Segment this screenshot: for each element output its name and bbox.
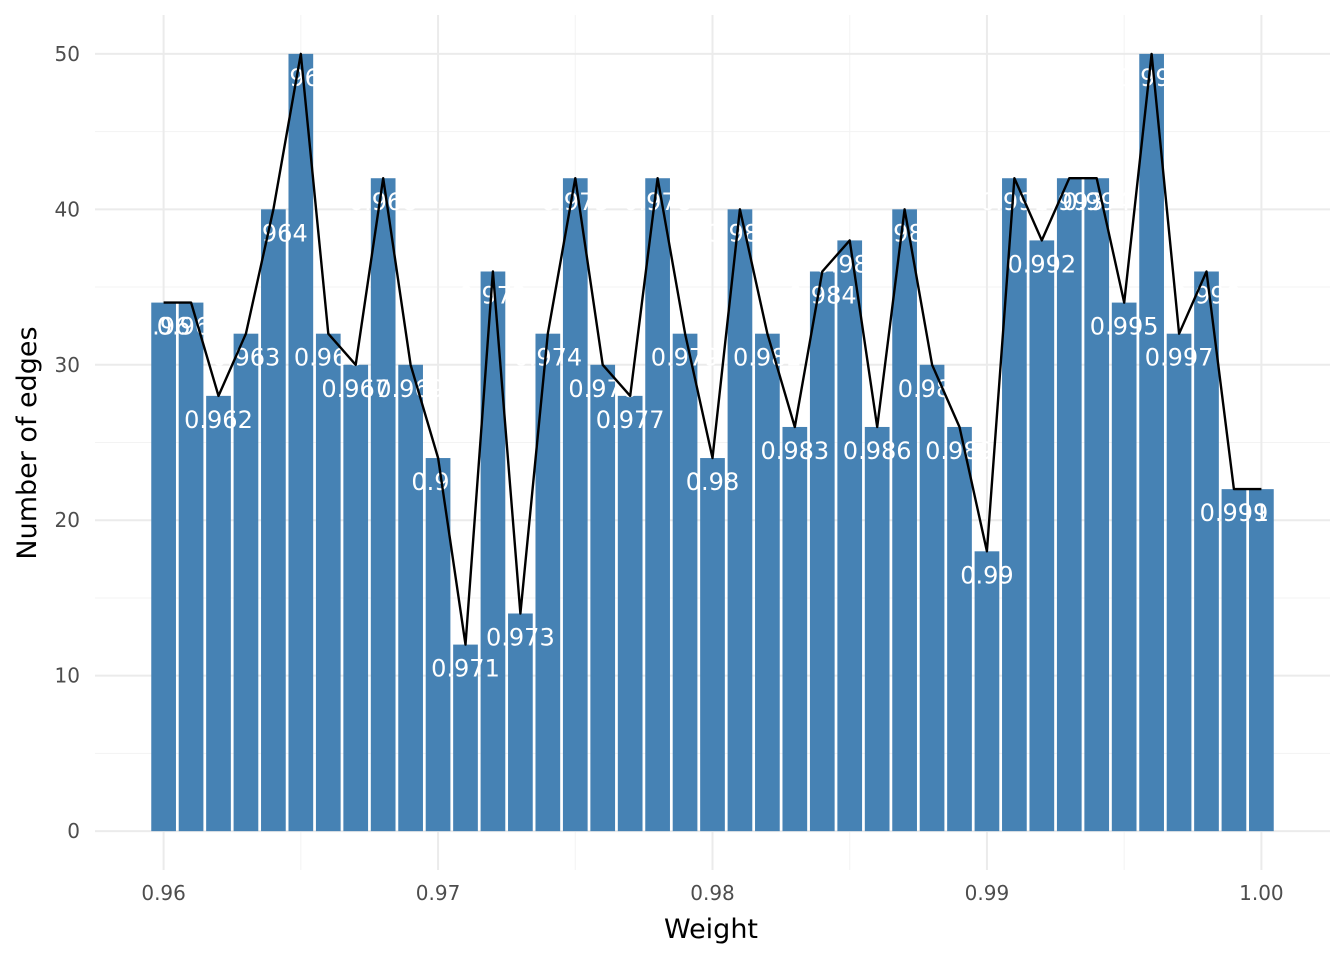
y-tick-label: 50 [55,42,80,66]
bar-label: 0.996 [1117,64,1186,92]
bar-label: 0.993 [1035,188,1104,216]
bar [480,271,506,832]
bar-label: 1 [1254,499,1269,527]
bar [343,364,369,832]
bar [1194,271,1219,832]
bar [206,395,231,832]
bar [1056,178,1082,832]
bar [151,302,176,832]
bar-label: 0.97 [411,468,464,496]
bar [782,426,808,832]
bar-label: 0.988 [898,375,967,403]
bar-label: 0.966 [294,344,363,372]
bar [727,209,753,832]
y-tick-label: 20 [55,508,80,532]
x-tick-label: 0.96 [141,881,186,905]
bar [453,644,478,832]
bar [1221,489,1247,832]
bar-label: 0.965 [266,64,335,92]
bar [919,364,945,832]
bar [864,426,890,832]
bar [508,613,533,832]
bar [562,178,588,832]
x-tick-label: 1.00 [1239,881,1284,905]
trend-line [163,52,1262,646]
x-axis-title: Weight [664,914,758,945]
bar [1029,240,1055,832]
y-tick-label: 10 [55,664,80,688]
bar-label: 0.975 [541,188,610,216]
bar [617,395,643,832]
bar [288,53,314,832]
bars [151,53,1274,832]
bar-label: 0.971 [431,655,500,683]
bar [892,209,917,832]
bar [233,333,259,832]
bar [974,551,1000,832]
y-tick-label: 40 [55,197,80,221]
y-tick-label: 30 [55,353,80,377]
bar [837,240,863,832]
bar-label: 0.997 [1145,344,1214,372]
bar-label: 0.979 [651,344,720,372]
bar-label: 0.995 [1090,313,1159,341]
bar-label: 0.964 [239,219,308,247]
bar-label: 0.973 [486,624,555,652]
bar [261,209,286,832]
bar [947,426,972,832]
bar [645,178,670,832]
bar-label: 0.977 [596,406,665,434]
x-tick-label: 0.98 [690,881,735,905]
bar-label: 0.96 [137,313,190,341]
bar-label: 0.962 [184,406,253,434]
bar-label: 0.981 [706,219,775,247]
bar-label: 0.982 [733,344,802,372]
bar [1139,53,1164,832]
bar [370,178,396,832]
bar-label: 0.963 [212,344,281,372]
bar-labels: 0.960.9610.9620.9630.9640.9650.9660.9670… [137,64,1269,683]
bar-label: 0.976 [568,375,637,403]
bar [178,302,204,832]
bar-label: 0.994 [1062,188,1131,216]
bar-label: 0.987 [870,219,939,247]
bar-label: 0.985 [815,250,884,278]
bar-label: 0.99 [960,561,1013,589]
bar [1166,333,1192,832]
bar [809,271,835,832]
bar-label: 0.998 [1172,282,1241,310]
bar-label: 0.98 [686,468,739,496]
bar [590,364,616,832]
bar-label: 0.983 [760,437,829,465]
y-axis-ticks: 0 10 20 30 40 50 [55,42,80,843]
bar-label: 0.986 [843,437,912,465]
bar-label: 0.961 [157,313,226,341]
x-axis-ticks: 0.96 0.97 0.98 0.99 1.00 [141,881,1283,905]
bar [398,364,423,832]
bar [535,333,561,832]
x-tick-label: 0.99 [965,881,1010,905]
bar-label: 0.969 [376,375,445,403]
bar-label: 0.978 [623,188,692,216]
bar-label: 0.967 [321,375,390,403]
bar-label: 0.989 [925,437,994,465]
bar-label: 0.992 [1007,250,1076,278]
bar [755,333,780,832]
bar-label: 0.974 [513,344,582,372]
bar [315,333,341,832]
bar [672,333,698,832]
bar [1111,302,1137,832]
bar-label: 0.984 [788,282,857,310]
y-axis-title: Number of edges [12,326,43,559]
x-tick-label: 0.97 [416,881,461,905]
bar [700,458,725,832]
bar [1249,489,1274,832]
bar-label: 0.968 [349,188,418,216]
bar-label: 0.999 [1200,499,1269,527]
bar [1084,178,1110,832]
y-tick-label: 0 [67,819,80,843]
